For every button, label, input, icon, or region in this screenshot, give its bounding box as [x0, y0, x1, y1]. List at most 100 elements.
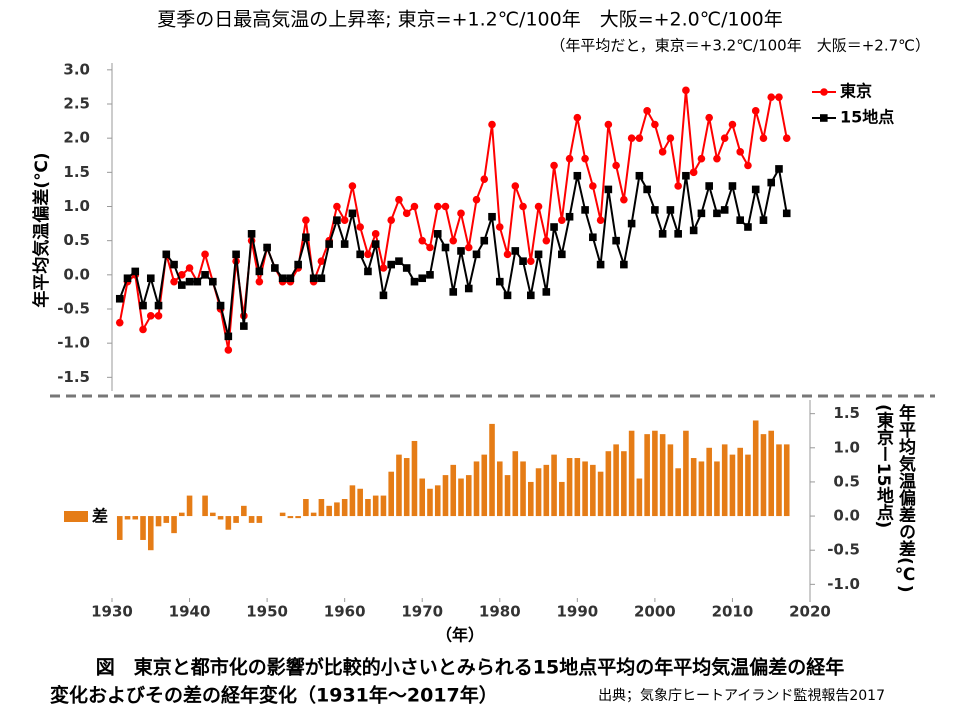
x-tick-label: 1980 [479, 603, 521, 621]
marker [550, 223, 558, 231]
bar [341, 499, 348, 517]
marker [232, 250, 240, 259]
x-tick-label: 1940 [169, 603, 211, 621]
marker [627, 134, 636, 142]
source: 出典；気象庁ヒートアイランド監視報告2017 [598, 687, 885, 704]
marker [767, 178, 776, 187]
marker [209, 277, 217, 286]
marker [759, 134, 768, 142]
y-tick-label: 1.0 [833, 438, 860, 456]
x-tick-label: 2000 [634, 603, 676, 621]
bar [621, 451, 627, 517]
marker [410, 202, 419, 211]
marker [720, 134, 729, 142]
y-tick-label: 1.5 [833, 404, 860, 422]
marker [736, 216, 744, 224]
marker [201, 271, 209, 279]
marker [658, 230, 667, 238]
bar [132, 516, 139, 520]
bar [706, 447, 712, 517]
marker [519, 202, 527, 211]
y-tick-label: -1.0 [57, 334, 90, 352]
marker [371, 230, 380, 238]
bar [768, 430, 775, 517]
marker [503, 250, 512, 259]
marker [495, 223, 504, 231]
marker [449, 288, 458, 296]
marker [402, 209, 411, 218]
marker [627, 219, 636, 228]
bar [442, 475, 449, 517]
marker [713, 154, 721, 163]
marker [224, 346, 233, 354]
marker [178, 271, 186, 279]
marker [441, 202, 450, 211]
marker [689, 226, 698, 235]
bar [636, 478, 643, 517]
marker [185, 277, 194, 286]
marker [596, 216, 605, 224]
bar [163, 516, 170, 523]
bar [597, 471, 604, 517]
marker [674, 230, 682, 238]
bar [667, 444, 674, 517]
marker [418, 236, 427, 245]
marker [286, 274, 295, 283]
marker [255, 267, 264, 276]
bar [737, 447, 743, 517]
bar [559, 481, 565, 517]
bar [248, 516, 255, 523]
marker [139, 325, 147, 334]
marker [604, 185, 613, 194]
marker [364, 250, 372, 259]
marker [612, 236, 620, 245]
bar [698, 461, 705, 517]
marker [565, 154, 574, 163]
marker [170, 260, 178, 269]
x-tick-label: 1970 [401, 603, 443, 621]
marker [271, 264, 279, 272]
marker [720, 206, 729, 214]
bar [210, 512, 216, 517]
bar [396, 454, 402, 517]
bar [582, 461, 588, 517]
bar [357, 488, 363, 517]
legend-label: 東京 [840, 82, 872, 101]
marker [503, 291, 512, 300]
marker [558, 216, 566, 224]
bar [551, 454, 557, 517]
marker [736, 148, 744, 156]
marker [751, 107, 760, 115]
marker [201, 250, 209, 259]
marker [302, 233, 310, 242]
marker [751, 185, 760, 194]
bar [202, 495, 208, 517]
marker [441, 243, 450, 252]
y-tick-label: 2.5 [63, 95, 90, 113]
bar [652, 430, 658, 517]
marker [278, 274, 287, 283]
marker [573, 113, 582, 122]
marker [682, 171, 690, 180]
bar [776, 444, 782, 517]
bar [690, 458, 697, 517]
marker [775, 165, 783, 173]
marker [356, 223, 364, 231]
y-axis-label: 年平均気温偏差の差(℃) [895, 403, 917, 593]
bar [528, 481, 534, 517]
bar [504, 475, 511, 517]
marker [472, 250, 481, 259]
bar [752, 420, 759, 517]
marker [402, 264, 411, 272]
x-tick-label: 1930 [91, 603, 133, 621]
bar [179, 512, 185, 517]
marker [573, 171, 582, 180]
legend-marker [820, 88, 828, 96]
marker [364, 267, 372, 276]
bar [279, 512, 286, 517]
marker [519, 257, 527, 265]
marker [565, 212, 574, 221]
bar [683, 430, 689, 517]
bar [326, 505, 332, 517]
marker [495, 277, 504, 286]
